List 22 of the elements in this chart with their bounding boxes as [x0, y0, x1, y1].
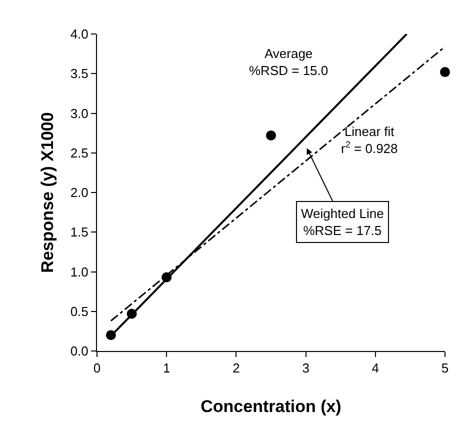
y-tick-label: 2.0 [70, 185, 88, 200]
y-tick-label: 3.0 [70, 106, 88, 121]
y-tick-label: 0.5 [70, 304, 88, 319]
x-tick-label: 0 [93, 360, 101, 376]
x-axis-title: Concentration (x) [200, 397, 342, 416]
annotation: Average %RSD = 15.0 [249, 46, 328, 78]
annotation: Weighted Line %RSE = 17.5 [301, 206, 384, 238]
x-tick-label: 3 [302, 360, 310, 376]
y-tick-label: 1.0 [70, 264, 88, 280]
y-axis-title: Response (y) X1000 [38, 112, 57, 273]
point [440, 67, 450, 78]
point [266, 130, 276, 140]
y-tick-label: 2.5 [70, 145, 88, 160]
x-tick-label: 2 [232, 360, 240, 376]
y-tick-label: 3.5 [70, 66, 88, 82]
y-tick-label: 1.5 [70, 224, 88, 240]
x-tick-label: 1 [162, 360, 170, 376]
y-tick-label: 0.0 [70, 344, 88, 359]
x-tick-label: 5 [441, 360, 449, 376]
annotation: Linear fit r$^{2}$ = 0.928 [341, 124, 398, 156]
x-tick-label: 4 [372, 360, 380, 376]
y-tick-label: 4.0 [70, 26, 88, 42]
